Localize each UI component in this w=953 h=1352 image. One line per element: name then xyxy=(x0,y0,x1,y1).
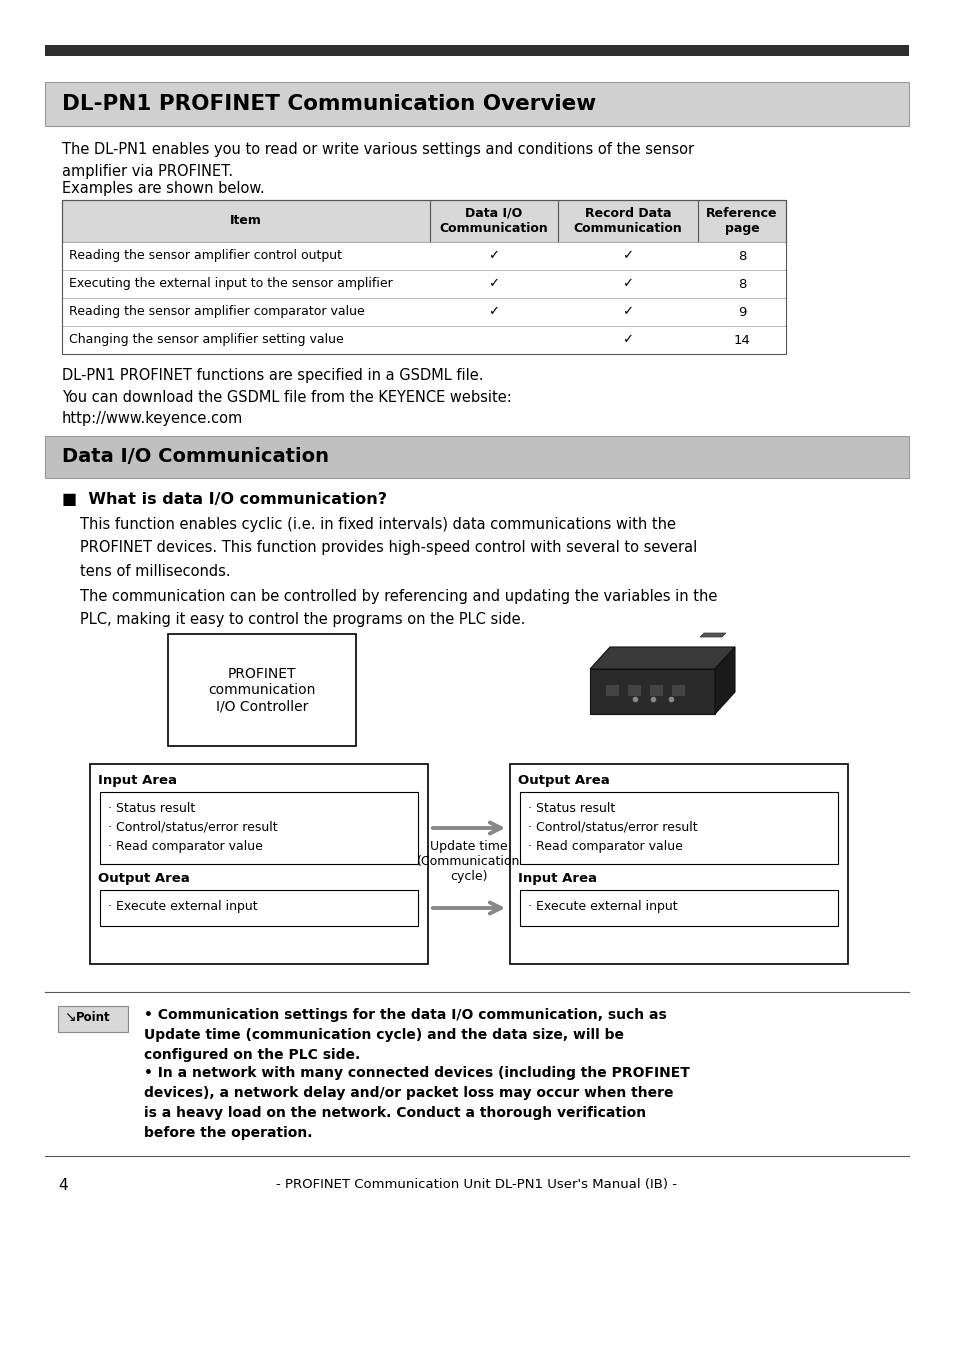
Bar xyxy=(519,890,837,926)
Text: 8: 8 xyxy=(737,277,745,291)
Text: ✓: ✓ xyxy=(488,277,499,291)
Text: • Communication settings for the data I/O communication, such as
Update time (co: • Communication settings for the data I/… xyxy=(144,1009,666,1063)
Bar xyxy=(45,82,908,126)
Bar xyxy=(670,684,684,696)
Bar xyxy=(62,270,785,297)
Bar xyxy=(62,326,785,354)
Bar xyxy=(62,297,785,326)
Text: Input Area: Input Area xyxy=(517,872,597,886)
Bar xyxy=(45,45,908,55)
Text: Executing the external input to the sensor amplifier: Executing the external input to the sens… xyxy=(69,277,393,291)
Text: ✓: ✓ xyxy=(488,250,499,262)
Polygon shape xyxy=(700,633,725,637)
Bar xyxy=(510,764,847,964)
Text: Update time
(Communication
cycle): Update time (Communication cycle) xyxy=(416,840,520,883)
Text: Reading the sensor amplifier comparator value: Reading the sensor amplifier comparator … xyxy=(69,306,364,319)
Bar xyxy=(100,792,417,864)
Text: Output Area: Output Area xyxy=(517,773,609,787)
Text: Reference
page: Reference page xyxy=(705,207,777,235)
Text: • In a network with many connected devices (including the PROFINET
devices), a n: • In a network with many connected devic… xyxy=(144,1065,689,1140)
Bar xyxy=(58,1006,128,1032)
Text: 9: 9 xyxy=(737,306,745,319)
Text: Point: Point xyxy=(76,1011,111,1023)
Text: · Status result
· Control/status/error result
· Read comparator value: · Status result · Control/status/error r… xyxy=(527,802,697,853)
Text: Data I/O
Communication: Data I/O Communication xyxy=(439,207,548,235)
Text: ✓: ✓ xyxy=(621,250,633,262)
Text: Output Area: Output Area xyxy=(98,872,190,886)
Text: ✓: ✓ xyxy=(488,306,499,319)
Text: Input Area: Input Area xyxy=(98,773,177,787)
Text: ■  What is data I/O communication?: ■ What is data I/O communication? xyxy=(62,492,387,507)
Bar xyxy=(62,242,785,270)
Bar xyxy=(100,890,417,926)
Polygon shape xyxy=(589,648,734,669)
Text: Reading the sensor amplifier control output: Reading the sensor amplifier control out… xyxy=(69,250,341,262)
Bar xyxy=(626,684,640,696)
Text: DL-PN1 PROFINET Communication Overview: DL-PN1 PROFINET Communication Overview xyxy=(62,95,596,114)
Text: · Execute external input: · Execute external input xyxy=(108,900,257,913)
Bar xyxy=(62,200,785,242)
Text: Changing the sensor amplifier setting value: Changing the sensor amplifier setting va… xyxy=(69,334,343,346)
Text: 14: 14 xyxy=(733,334,750,346)
Text: Item: Item xyxy=(230,215,262,227)
Bar xyxy=(45,435,908,479)
Text: ✓: ✓ xyxy=(621,334,633,346)
Text: This function enables cyclic (i.e. in fixed intervals) data communications with : This function enables cyclic (i.e. in fi… xyxy=(80,516,697,579)
Bar xyxy=(168,634,355,746)
Text: ✓: ✓ xyxy=(621,277,633,291)
Text: 8: 8 xyxy=(737,250,745,262)
Polygon shape xyxy=(714,648,734,714)
Bar xyxy=(519,792,837,864)
Bar xyxy=(604,684,618,696)
Text: The DL-PN1 enables you to read or write various settings and conditions of the s: The DL-PN1 enables you to read or write … xyxy=(62,142,694,178)
Text: ✓: ✓ xyxy=(621,306,633,319)
Text: · Execute external input: · Execute external input xyxy=(527,900,677,913)
Text: Data I/O Communication: Data I/O Communication xyxy=(62,448,329,466)
Text: Record Data
Communication: Record Data Communication xyxy=(573,207,681,235)
Bar xyxy=(90,764,428,964)
Text: The communication can be controlled by referencing and updating the variables in: The communication can be controlled by r… xyxy=(80,589,717,627)
Bar xyxy=(62,200,785,354)
Text: ↘: ↘ xyxy=(64,1010,75,1023)
Text: Examples are shown below.: Examples are shown below. xyxy=(62,181,265,196)
Text: DL-PN1 PROFINET functions are specified in a GSDML file.
You can download the GS: DL-PN1 PROFINET functions are specified … xyxy=(62,368,511,426)
Text: PROFINET
communication
I/O Controller: PROFINET communication I/O Controller xyxy=(208,667,315,714)
Polygon shape xyxy=(589,669,714,714)
Text: · Status result
· Control/status/error result
· Read comparator value: · Status result · Control/status/error r… xyxy=(108,802,277,853)
Bar xyxy=(648,684,662,696)
Text: 4: 4 xyxy=(58,1178,68,1192)
Text: - PROFINET Communication Unit DL-PN1 User's Manual (IB) -: - PROFINET Communication Unit DL-PN1 Use… xyxy=(276,1178,677,1191)
